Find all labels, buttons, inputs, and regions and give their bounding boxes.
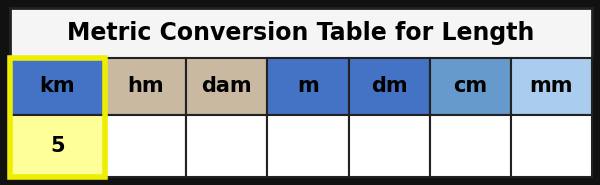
Bar <box>430 58 511 115</box>
Bar <box>105 115 186 177</box>
Text: cm: cm <box>453 77 487 97</box>
Text: m: m <box>297 77 319 97</box>
Bar <box>430 115 511 177</box>
Text: mm: mm <box>530 77 573 97</box>
Bar <box>186 58 268 115</box>
Bar <box>10 115 105 177</box>
Bar <box>349 115 430 177</box>
Text: km: km <box>40 77 76 97</box>
Bar <box>186 115 268 177</box>
Bar <box>10 58 105 177</box>
Text: dm: dm <box>371 77 407 97</box>
Text: 5: 5 <box>50 136 65 156</box>
Bar <box>349 58 430 115</box>
Text: hm: hm <box>127 77 164 97</box>
Bar <box>10 8 592 58</box>
Bar <box>511 115 592 177</box>
Bar <box>10 58 105 115</box>
Bar <box>511 58 592 115</box>
Text: dam: dam <box>202 77 252 97</box>
Text: Metric Conversion Table for Length: Metric Conversion Table for Length <box>67 21 535 45</box>
Bar <box>105 58 186 115</box>
Bar <box>268 115 349 177</box>
Bar <box>268 58 349 115</box>
